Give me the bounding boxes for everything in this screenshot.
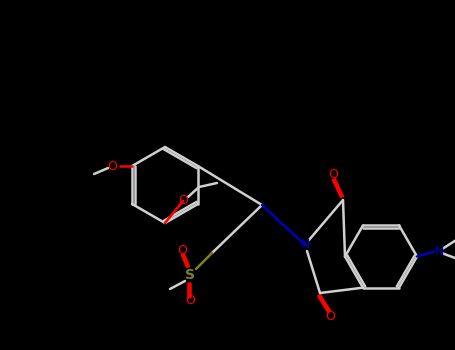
Text: O: O [178,195,188,208]
Text: O: O [107,160,117,173]
Text: N: N [300,238,310,252]
Text: O: O [177,245,187,258]
Text: S: S [185,268,195,282]
Text: O: O [325,310,335,323]
Text: O: O [328,168,338,181]
Text: O: O [185,294,195,308]
Text: N: N [435,245,444,258]
